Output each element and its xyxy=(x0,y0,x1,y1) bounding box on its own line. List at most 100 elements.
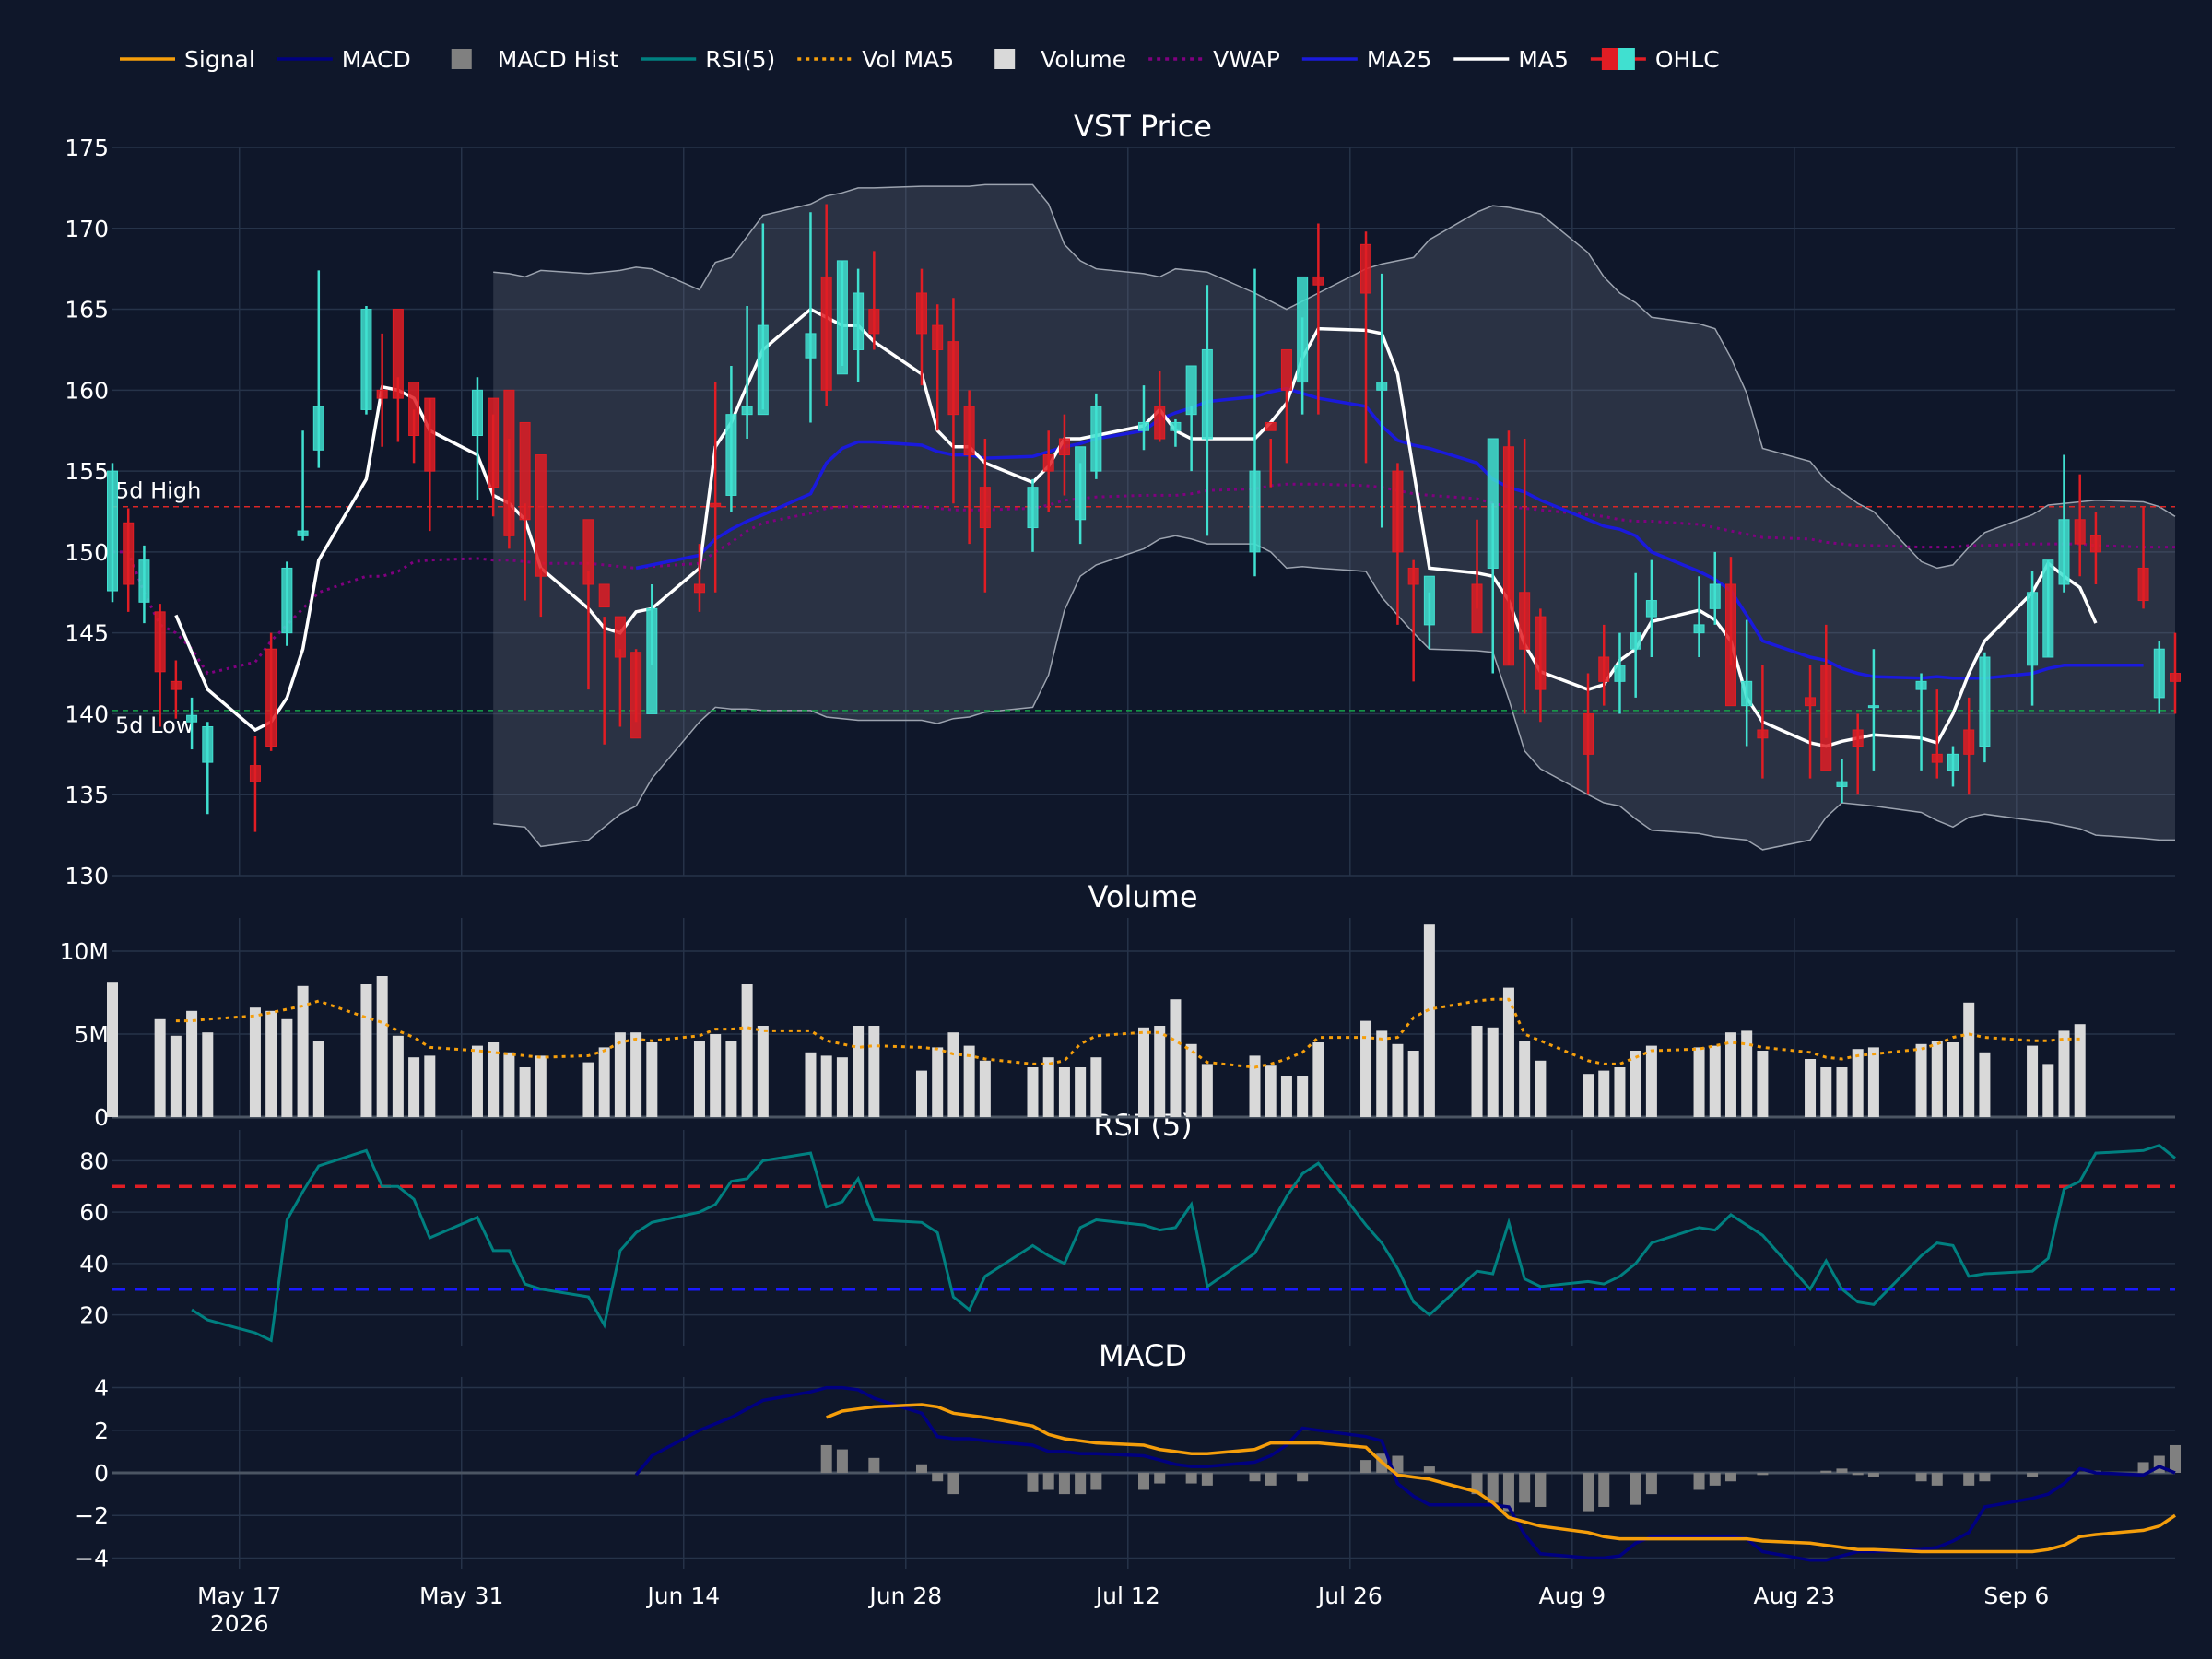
volume-bar xyxy=(1645,1045,1657,1117)
candle-body xyxy=(805,333,817,359)
candle-up xyxy=(1249,268,1261,577)
candle-body xyxy=(1138,421,1149,431)
candle-body xyxy=(1915,680,1927,690)
legend-label: Vol MA5 xyxy=(862,46,954,73)
candle-body xyxy=(488,397,500,488)
volume-bar xyxy=(392,1035,404,1117)
volume-bar xyxy=(1297,1076,1309,1117)
candles xyxy=(107,204,2181,832)
volume-bar xyxy=(820,1055,832,1117)
volume-bar xyxy=(360,984,372,1117)
candle-up xyxy=(836,260,848,375)
candle-up xyxy=(1645,559,1657,657)
candle-down xyxy=(963,390,975,545)
volume-bar xyxy=(297,985,309,1117)
candle-up xyxy=(2042,559,2054,658)
candle-up xyxy=(186,697,198,750)
candle-down xyxy=(249,736,261,832)
volume-bar xyxy=(408,1057,420,1117)
candle-body xyxy=(202,725,214,763)
macd-hist-bar xyxy=(1042,1473,1054,1490)
legend-item-macd-hist: MACD Hist xyxy=(451,46,618,73)
five-day-high-label: 5d High xyxy=(115,478,201,504)
volume-bar xyxy=(202,1032,214,1117)
candle-body xyxy=(1360,243,1372,294)
macd-hist-bar xyxy=(1075,1473,1087,1495)
candle-up xyxy=(725,366,737,512)
macd-hist-bar xyxy=(1519,1473,1531,1503)
volume-bar xyxy=(265,1010,277,1117)
volume-bar xyxy=(646,1042,658,1117)
volume-bar xyxy=(1741,1030,1753,1117)
candle-body xyxy=(1502,446,1514,666)
volume-bar xyxy=(1757,1051,1769,1117)
legend-swatch-up xyxy=(1618,48,1635,70)
legend-label: RSI(5) xyxy=(705,46,775,73)
candle-body xyxy=(2089,535,2101,553)
macd-hist-bar xyxy=(1931,1473,1943,1486)
volume-tick-label: 5M xyxy=(75,1021,109,1048)
volume-bar xyxy=(1487,1027,1499,1117)
candle-down xyxy=(598,583,610,745)
candle-body xyxy=(646,607,658,714)
candle-down xyxy=(1312,223,1324,415)
candle-down xyxy=(503,389,515,549)
candle-body xyxy=(1535,616,1547,690)
macd-hist-bar xyxy=(1979,1473,1991,1482)
candle-up xyxy=(2027,571,2039,706)
rsi-tick-label: 20 xyxy=(79,1302,109,1329)
price-tick-label: 170 xyxy=(65,216,109,242)
signal-line xyxy=(826,1403,2176,1554)
candle-body xyxy=(1249,470,1261,553)
candle-body xyxy=(1963,729,1975,755)
candle-down xyxy=(1852,713,1864,795)
candle-body xyxy=(1931,753,1943,763)
price-tick-label: 175 xyxy=(65,135,109,161)
candle-down xyxy=(535,454,547,618)
candle-body xyxy=(1297,276,1309,383)
price-tick-label: 135 xyxy=(65,782,109,808)
volume-bar xyxy=(1519,1041,1531,1117)
candle-down xyxy=(2137,506,2149,609)
candle-down xyxy=(2074,474,2086,577)
candle-down xyxy=(1407,559,1419,682)
band-lower-line xyxy=(493,535,2175,851)
candle-body xyxy=(1836,781,1848,787)
rsi-line xyxy=(191,1144,2176,1343)
candle-down xyxy=(1963,697,1975,795)
volume-bars xyxy=(107,924,2086,1117)
volume-bar xyxy=(471,1045,483,1117)
candle-body xyxy=(1170,421,1182,431)
x-tick-label: Jul 12 xyxy=(1094,1583,1160,1609)
candle-down xyxy=(2089,512,2101,584)
candle-down xyxy=(582,519,594,690)
candle-up xyxy=(1709,551,1721,625)
candle-up xyxy=(360,306,372,415)
volume-bar xyxy=(1535,1060,1547,1117)
volume-bar xyxy=(1138,1027,1149,1117)
volume-bar xyxy=(1630,1051,1641,1117)
macd-hist-bar xyxy=(1360,1460,1372,1473)
candle-up xyxy=(471,377,483,500)
macd-hist-bar xyxy=(1915,1473,1927,1482)
legend-item-vol-ma5: Vol MA5 xyxy=(797,46,954,73)
candle-body xyxy=(836,260,848,375)
candle-down xyxy=(1724,557,1736,707)
candle-down xyxy=(1583,673,1594,795)
volume-bar xyxy=(710,1034,722,1117)
candle-body xyxy=(1867,705,1879,709)
volume-bar xyxy=(853,1026,865,1117)
candle-up xyxy=(1693,576,1705,657)
candle-down xyxy=(947,298,959,504)
candle-up xyxy=(2058,454,2070,593)
candle-down xyxy=(1392,463,1404,625)
legend-item-signal: Signal xyxy=(120,46,255,73)
legend-item-ma25: MA25 xyxy=(1301,46,1431,73)
legend-label: Signal xyxy=(184,46,255,73)
volume-bar xyxy=(741,984,753,1117)
candle-up xyxy=(1630,572,1641,698)
candle-up xyxy=(202,722,214,815)
volume-bar xyxy=(1471,1026,1483,1117)
candle-down xyxy=(693,544,705,612)
